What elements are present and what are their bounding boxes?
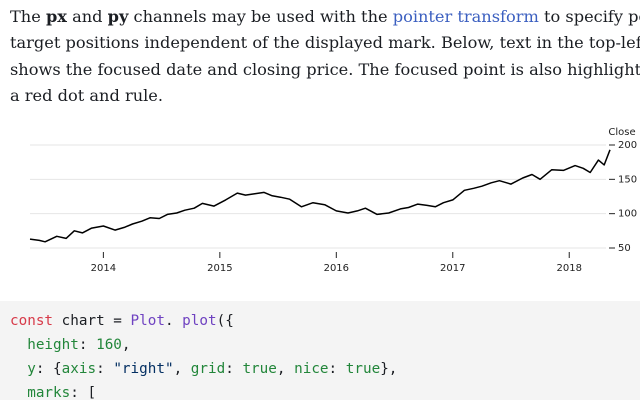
code-token: grid bbox=[190, 361, 226, 377]
code-token: y bbox=[27, 361, 36, 377]
code-token: : bbox=[225, 361, 243, 377]
code-token: true bbox=[242, 361, 277, 377]
code-line: y: {axis: "right", grid: true, nice: tru… bbox=[10, 357, 397, 381]
x-tick-label: 2015 bbox=[207, 263, 232, 274]
code-line: const chart = Plot. plot({ bbox=[10, 309, 234, 333]
y-tick-label: 50 bbox=[618, 243, 631, 254]
code-token: "right" bbox=[113, 361, 174, 377]
code-token: : bbox=[78, 337, 97, 353]
code-token bbox=[10, 361, 27, 377]
code-token: . bbox=[164, 313, 174, 329]
code-token: , bbox=[121, 337, 131, 353]
text-line: a red dot and rule. bbox=[10, 85, 164, 105]
code-token: nice bbox=[294, 361, 329, 377]
code-token: chart = bbox=[53, 313, 131, 329]
code-token: const bbox=[10, 313, 54, 329]
bold-text: py bbox=[107, 7, 129, 26]
x-tick-label: 2016 bbox=[324, 263, 349, 274]
text: to specify pointing bbox=[544, 7, 640, 26]
code-token: }, bbox=[380, 361, 398, 377]
y-axis-label: Close bbox=[608, 127, 635, 138]
text-line: The px and py channels may be used with … bbox=[10, 4, 640, 30]
link[interactable]: pointer transform bbox=[392, 7, 539, 26]
price-line bbox=[29, 149, 611, 243]
code-token: ({ bbox=[216, 313, 234, 329]
y-tick-label: 150 bbox=[618, 174, 637, 185]
code-token: axis bbox=[61, 361, 97, 377]
text: channels may be used with the bbox=[128, 7, 393, 26]
code-block: const chart = Plot. plot({ height: 160, … bbox=[0, 301, 640, 400]
code-token: marks bbox=[27, 385, 71, 400]
code-token: true bbox=[345, 361, 381, 377]
code-token: : bbox=[328, 361, 346, 377]
code-token: , bbox=[173, 361, 191, 377]
code-token: : [ bbox=[70, 385, 97, 400]
code-token bbox=[10, 337, 27, 353]
x-tick-label: 2017 bbox=[440, 263, 465, 274]
x-tick-label: 2018 bbox=[557, 263, 582, 274]
text-line: shows the focused date and closing price… bbox=[10, 59, 640, 79]
x-tick-label: 2014 bbox=[91, 263, 116, 274]
text-line: target positions independent of the disp… bbox=[10, 33, 640, 53]
y-tick-label: 100 bbox=[618, 209, 637, 220]
code-token: height bbox=[27, 337, 79, 353]
code-line: marks: [ bbox=[10, 381, 96, 400]
chart: Close 50 100 150 200 2014 2015 2016 2017 2018 bbox=[29, 127, 637, 274]
description: The px and py channels may be used with … bbox=[10, 4, 640, 109]
y-tick-label: 200 bbox=[618, 140, 637, 151]
text: The bbox=[10, 7, 46, 26]
code-line: height: 160, bbox=[10, 333, 131, 357]
code-token: , bbox=[276, 361, 295, 377]
code-token bbox=[10, 385, 27, 400]
code-token: : { bbox=[35, 361, 62, 377]
bold-text: px bbox=[45, 7, 67, 26]
code-token: plot bbox=[173, 313, 217, 329]
code-token: : bbox=[96, 361, 114, 377]
text: and bbox=[66, 7, 108, 26]
code-token: Plot bbox=[130, 313, 165, 329]
code-token: 160 bbox=[96, 337, 122, 353]
